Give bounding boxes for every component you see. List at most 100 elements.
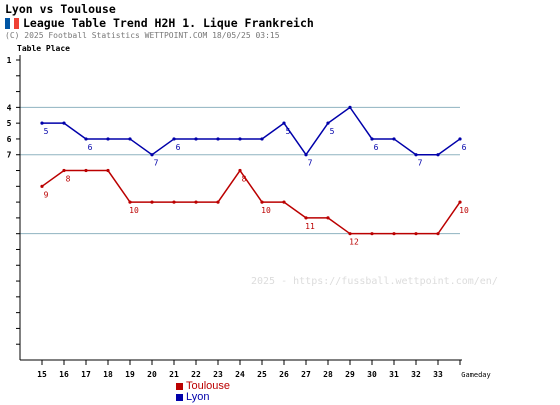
data-point-toulouse — [128, 200, 132, 204]
x-tick-label: 16 — [59, 370, 69, 379]
data-point-toulouse — [216, 200, 220, 204]
data-point-toulouse — [304, 216, 308, 220]
data-point-lyon — [172, 137, 176, 141]
data-point-lyon — [260, 137, 264, 141]
copyright-notice: (C) 2025 Football Statistics WETTPOINT.C… — [5, 31, 280, 40]
x-tick-label: 19 — [125, 370, 135, 379]
data-point-toulouse — [326, 216, 330, 220]
data-label-lyon: 5 — [286, 127, 291, 136]
data-label-toulouse: 9 — [44, 190, 49, 199]
data-point-lyon — [194, 137, 198, 141]
data-label-lyon: 7 — [154, 159, 159, 168]
data-label-toulouse: 12 — [349, 238, 359, 247]
x-tick-label: 25 — [257, 370, 267, 379]
data-point-toulouse — [238, 168, 242, 173]
data-point-toulouse — [194, 200, 198, 204]
data-labels: 9 8 10 8 10 11 12 10 5 6 7 6 5 7 5 6 7 6 — [44, 127, 469, 247]
data-point-toulouse — [348, 232, 352, 236]
data-label-lyon: 6 — [462, 143, 467, 152]
data-point-lyon — [238, 137, 242, 141]
x-tick-label: 24 — [235, 370, 245, 379]
x-tick-label: 28 — [323, 370, 333, 379]
data-point-toulouse — [436, 232, 440, 236]
x-tick-label: 26 — [279, 370, 289, 379]
data-label-toulouse: 10 — [129, 206, 139, 215]
legend: Toulouse Lyon — [176, 381, 230, 403]
x-tick-label: 33 — [433, 370, 443, 379]
data-label-toulouse: 10 — [459, 206, 469, 215]
data-label-lyon: 6 — [88, 143, 93, 152]
data-point-toulouse — [260, 200, 264, 204]
legend-item-lyon: Lyon — [176, 392, 230, 403]
legend-swatch-lyon — [176, 394, 183, 401]
series-layer — [40, 105, 462, 236]
data-point-toulouse — [172, 200, 176, 204]
data-point-lyon — [414, 153, 418, 157]
y-axis-label: Table Place — [17, 44, 70, 53]
data-label-lyon: 6 — [176, 143, 181, 152]
y-tick-label: 7 — [7, 151, 12, 160]
data-point-lyon — [150, 153, 154, 157]
data-point-lyon — [128, 137, 132, 141]
series-line-toulouse — [41, 169, 461, 235]
data-label-toulouse: 8 — [66, 175, 71, 184]
data-point-lyon — [348, 105, 352, 109]
data-point-lyon — [106, 137, 110, 141]
x-tick-label: 17 — [81, 370, 91, 379]
legend-label-toulouse: Toulouse — [186, 380, 231, 392]
flag-stripe-blue — [5, 17, 10, 29]
x-tick-label: 22 — [191, 370, 201, 379]
x-tick-label: 20 — [147, 370, 157, 379]
data-point-lyon — [392, 137, 396, 141]
x-tick-label: 31 — [389, 370, 399, 379]
flag-stripe-red — [14, 17, 20, 29]
data-point-toulouse — [458, 200, 462, 204]
y-tick-label: 6 — [7, 135, 12, 144]
data-point-lyon — [458, 137, 462, 141]
x-tick-label: 30 — [367, 370, 377, 379]
y-tick-label: 5 — [7, 119, 12, 128]
series-line-lyon — [42, 106, 461, 157]
data-point-toulouse — [370, 232, 374, 236]
axes: 1 4 5 6 7 15 16 17 18 19 20 21 22 23 24 25 26 27 28 29 30 31 3… — [7, 55, 491, 379]
watermark: 2025 - https://fussball.wettpoint.com/en… — [251, 276, 498, 287]
data-point-lyon — [282, 121, 286, 125]
x-tick-label: 29 — [345, 370, 355, 379]
data-point-toulouse — [392, 232, 396, 236]
data-point-toulouse — [84, 168, 88, 173]
chart-subtitle-row: League Table Trend H2H 1. Lique Frankrei… — [5, 16, 314, 30]
data-point-lyon — [436, 153, 440, 157]
data-point-toulouse — [40, 184, 44, 188]
data-label-lyon: 7 — [418, 159, 423, 168]
x-tick-label: 18 — [103, 370, 113, 379]
x-tick-label: 15 — [37, 370, 47, 379]
data-point-lyon — [216, 137, 220, 141]
data-point-toulouse — [150, 200, 154, 204]
x-tick-label: 21 — [169, 370, 179, 379]
data-point-lyon — [326, 121, 330, 125]
x-tick-label: 23 — [213, 370, 223, 379]
data-label-toulouse: 8 — [242, 175, 247, 184]
data-point-lyon — [62, 121, 66, 125]
data-label-toulouse: 11 — [305, 222, 315, 231]
x-tick-label: 27 — [301, 370, 311, 379]
x-tick-label: 32 — [411, 370, 421, 379]
x-axis-label: Gameday — [461, 371, 491, 379]
legend-label-lyon: Lyon — [186, 391, 210, 403]
data-point-toulouse — [414, 232, 418, 236]
france-flag-icon — [5, 17, 20, 29]
chart-title: Lyon vs Toulouse — [5, 2, 116, 16]
data-label-lyon: 7 — [308, 159, 313, 168]
data-point-lyon — [304, 153, 308, 157]
data-point-toulouse — [62, 168, 66, 173]
data-point-lyon — [40, 121, 44, 125]
data-point-lyon — [84, 137, 88, 141]
data-label-toulouse: 10 — [261, 206, 271, 215]
data-point-lyon — [370, 137, 374, 141]
data-label-lyon: 6 — [374, 143, 379, 152]
data-label-lyon: 5 — [330, 127, 335, 136]
legend-swatch-toulouse — [176, 383, 183, 390]
data-label-lyon: 5 — [44, 127, 49, 136]
legend-item-toulouse: Toulouse — [176, 381, 230, 392]
